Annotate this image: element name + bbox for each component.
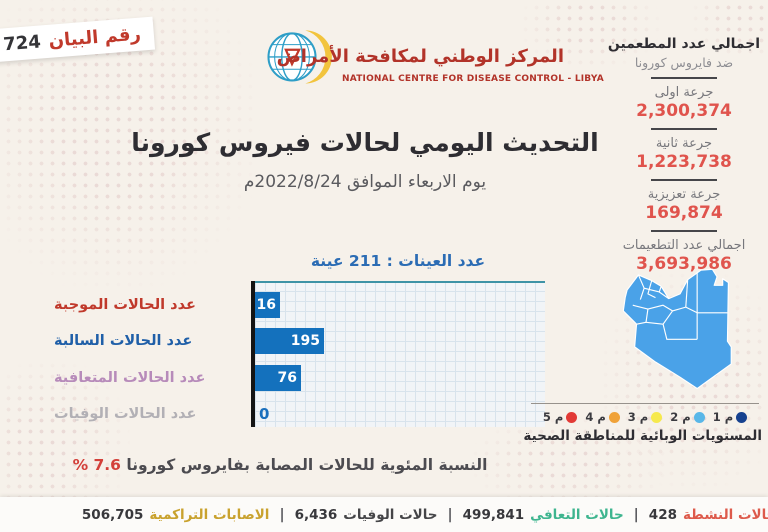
- footer-stat-label: الحالات النشطة: [682, 506, 768, 523]
- map-legend-caption: المستويات الوبائية للمناطقة الصحية: [523, 428, 762, 444]
- date-line: يوم الاربعاء الموافق 2022/8/24م: [243, 172, 487, 192]
- bar-value-label: 76: [277, 370, 297, 386]
- ncdc-arabic-name: المركز الوطني لمكافحة الأمراض: [276, 46, 564, 67]
- chart-category-label: عدد الحالات الموجبة: [54, 297, 196, 313]
- separator: |: [279, 506, 285, 523]
- footer-stat-value: 499,841: [462, 506, 525, 523]
- separator: |: [633, 506, 639, 523]
- chart-category-label: عدد الحالات المتعافية: [54, 370, 206, 386]
- summary-footer-bar: الحالات النشطة 428 | حالات التعافي 499,841 | ح…: [0, 497, 768, 532]
- legend-item: م 4: [585, 410, 620, 424]
- chart-category-labels: عدد الحالات الموجبة عدد الحالات السالبة عد…: [54, 281, 246, 427]
- page-title: التحديث اليومي لحالات فيروس كورونا: [131, 128, 599, 157]
- vaccination-panel-heading: اجمالي عدد المطعمين: [607, 36, 761, 52]
- statement-number-label: رقم البيان: [47, 23, 142, 52]
- divider: [651, 128, 717, 130]
- dose-value: 2,300,374: [636, 101, 732, 121]
- legend-item-label: م 2: [670, 410, 691, 424]
- divider: [651, 77, 717, 79]
- ncdc-logo-text: المركز الوطني لمكافحة الأمراض NATIONAL C…: [276, 36, 604, 84]
- dose-value: 1,223,738: [636, 152, 732, 172]
- dose-label: اجمالي عدد التطعيمات: [622, 238, 746, 253]
- legend-dot-icon: [693, 411, 705, 423]
- chart-top-rule: [255, 281, 545, 283]
- positivity-rate-text: النسبة المئوية للحالات المصابة بفايروس ك…: [126, 456, 488, 474]
- footer-stat-label: حالات الوفيات: [343, 506, 438, 523]
- legend-item-label: م 3: [627, 410, 649, 424]
- positivity-rate-value: 7.6 %: [72, 456, 121, 474]
- separator: |: [447, 506, 453, 523]
- dose-value: 169,874: [645, 203, 723, 223]
- legend-dot-icon: [651, 411, 663, 423]
- legend-item: م 2: [670, 410, 705, 424]
- dose-label: جرعة ثانية: [655, 136, 713, 151]
- bar: 76: [255, 365, 301, 391]
- bar-value-label: 195: [290, 333, 320, 349]
- footer-stat: حالات التعافي 499,841: [463, 507, 624, 523]
- legend-item: م 5: [542, 410, 578, 424]
- chart-title: عدد العينات : 211 عينة: [310, 252, 486, 270]
- footer-stat-value: 506,705: [81, 506, 144, 523]
- legend-item: م 3: [627, 410, 663, 424]
- vaccination-panel: اجمالي عدد المطعمين ضد فايروس كورونا جرع…: [602, 36, 766, 274]
- legend-item-label: م 5: [542, 410, 564, 424]
- libya-map-svg: [622, 268, 732, 390]
- bar-value-label: 0: [259, 405, 270, 423]
- legend-item-label: م 4: [585, 410, 606, 424]
- chart-category-label: عدد الحالات الوفيات: [54, 406, 197, 422]
- footer-stat-value: 428: [648, 506, 677, 523]
- dose-label: جرعة تعزيزية: [647, 187, 721, 202]
- positivity-rate-line: النسبة المئوية للحالات المصابة بفايروس ك…: [40, 456, 520, 474]
- footer-stat-label: الاصابات التراكمية: [149, 506, 270, 523]
- dose-label: جرعة اولى: [654, 85, 714, 100]
- legend-divider: [531, 403, 759, 404]
- legend-item: م 1: [712, 410, 748, 424]
- footer-stat: الاصابات التراكمية 506,705: [82, 507, 270, 523]
- chart-category-label: عدد الحالات السالبة: [54, 333, 193, 349]
- samples-bar-chart: 16 195 76 0: [251, 281, 545, 427]
- ncdc-logo: المركز الوطني لمكافحة الأمراض NATIONAL C…: [246, 14, 604, 106]
- ncdc-english-name: NATIONAL CENTRE FOR DISEASE CONTROL - LI…: [342, 74, 604, 84]
- legend-dot-icon: [608, 411, 620, 423]
- footer-stat-label: حالات التعافي: [530, 506, 624, 523]
- divider: [651, 230, 717, 232]
- dose-value: 3,693,986: [636, 254, 732, 274]
- footer-stat: الحالات النشطة 428: [649, 507, 768, 523]
- statement-number-value: 724: [2, 31, 42, 56]
- vaccination-items: جرعة اولى 2,300,374 جرعة ثانية 1,223,738 جرع…: [602, 77, 766, 274]
- legend-item-label: م 1: [712, 410, 734, 424]
- legend-dot-icon: [736, 411, 748, 423]
- legend-dot-icon: [566, 411, 578, 423]
- map-legend: م 1 م 2 م 3 م 4 م 5: [528, 407, 762, 427]
- divider: [651, 179, 717, 181]
- vaccination-panel-subheading: ضد فايروس كورونا: [634, 55, 734, 70]
- bar-value-label: 16: [256, 297, 276, 313]
- libya-map: [606, 256, 758, 398]
- bar: 16: [255, 292, 280, 318]
- crescent-globe-icon: [252, 20, 332, 94]
- footer-stat-value: 6,436: [294, 506, 338, 523]
- statement-number-ribbon: رقم البيان 724: [0, 16, 156, 63]
- footer-stat: حالات الوفيات 6,436: [295, 507, 438, 523]
- bar: 195: [255, 328, 324, 354]
